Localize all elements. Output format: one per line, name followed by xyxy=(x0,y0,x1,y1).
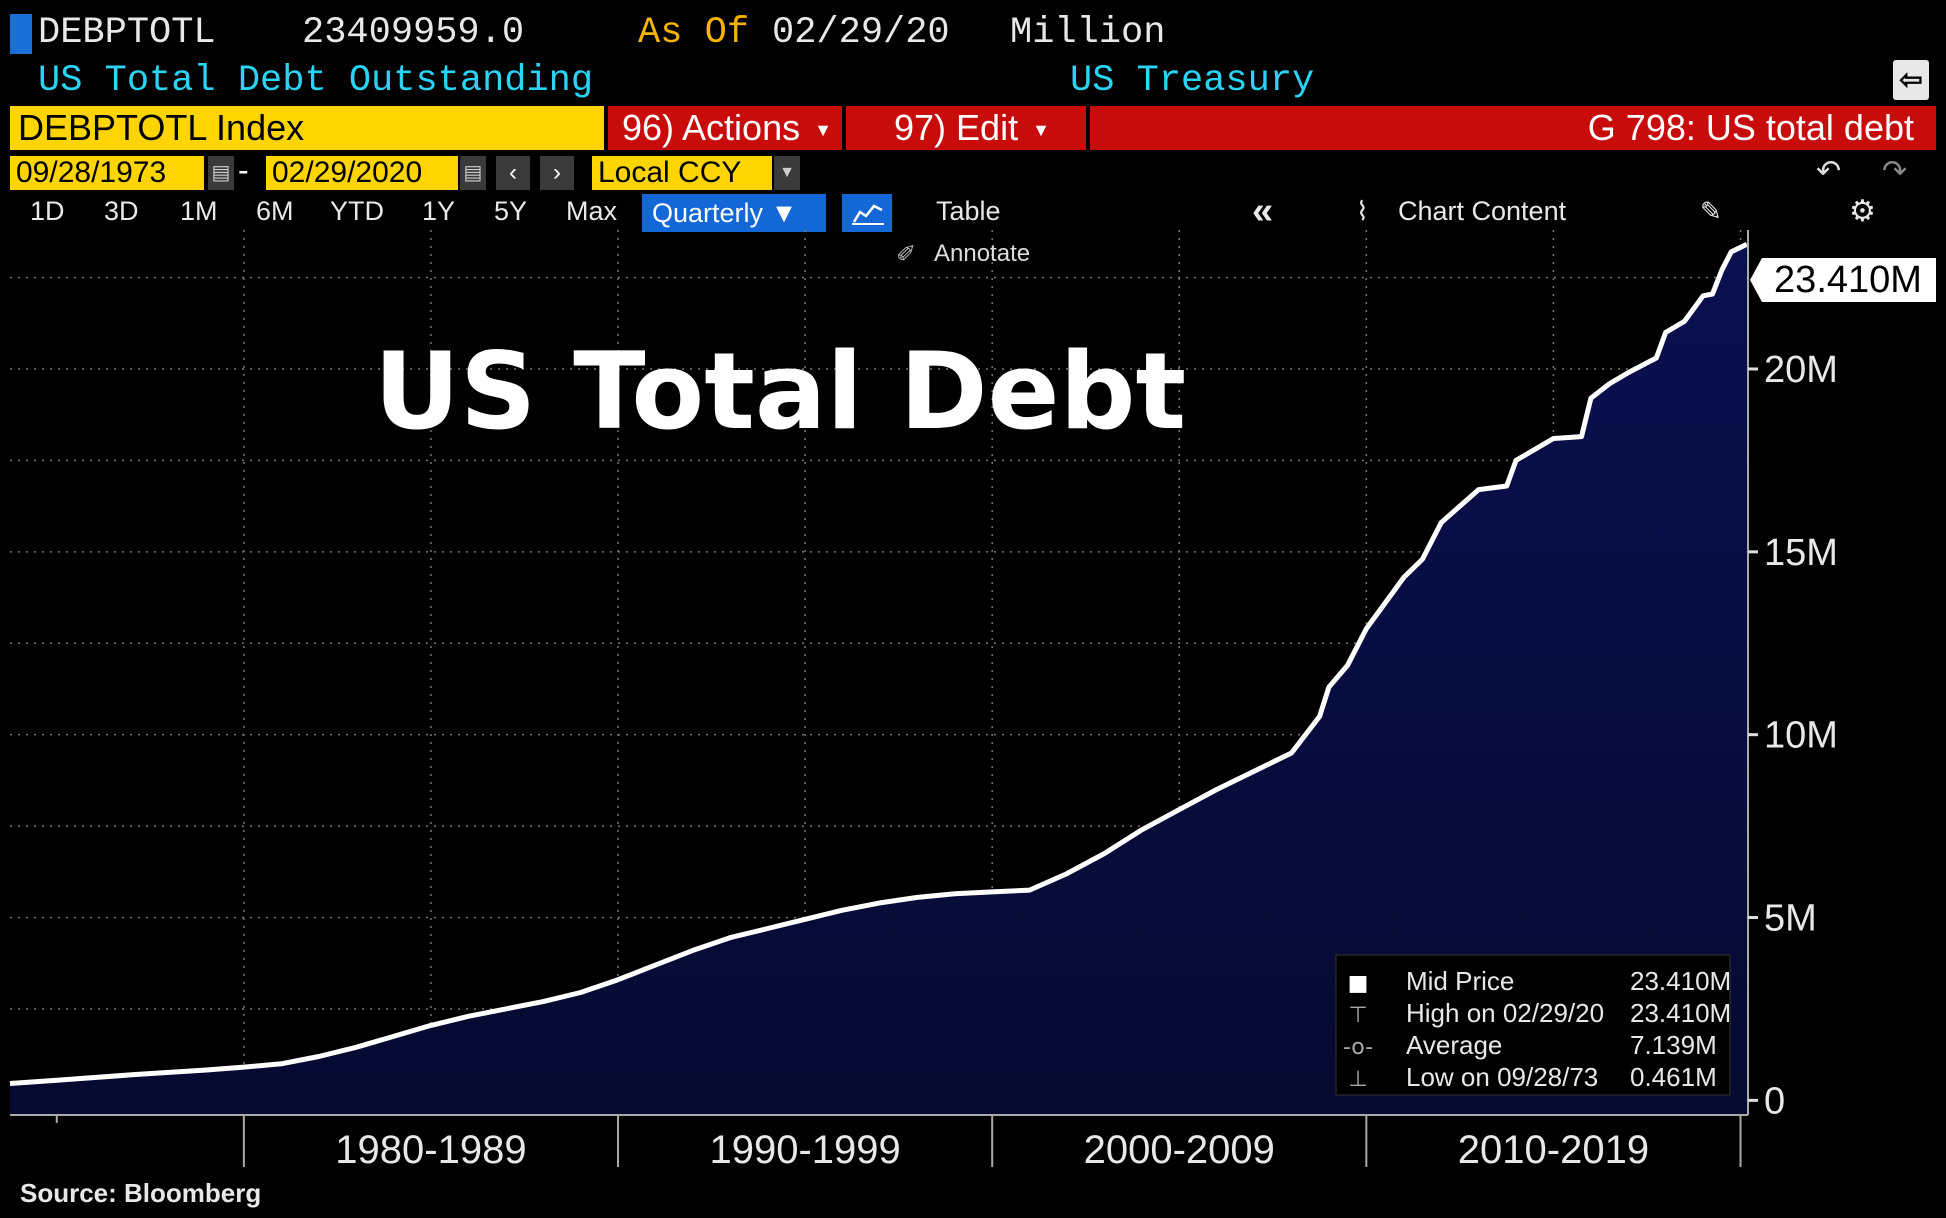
x-tick-label: 1980-1989 xyxy=(335,1128,526,1172)
range-button-6m[interactable]: 6M xyxy=(256,196,294,226)
y-tick-label: 10M xyxy=(1764,715,1838,757)
start-date-input[interactable]: 09/28/1973 xyxy=(10,156,204,190)
as-of-date: 02/29/20 xyxy=(772,12,950,54)
caret-down-icon: ▼ xyxy=(814,120,832,141)
undo-icon[interactable]: ↶ xyxy=(1816,155,1842,188)
gear-icon[interactable]: ⚙ xyxy=(1849,195,1876,228)
chart-title-bar: G 798: US total debt xyxy=(1090,106,1936,150)
annotate-button[interactable]: Annotate xyxy=(934,240,1031,267)
legend-marker-icon: -o- xyxy=(1343,1035,1373,1060)
legend-label: Mid Price xyxy=(1406,966,1514,996)
security-input[interactable]: DEBPTOTL Index xyxy=(10,106,604,150)
redo-icon[interactable]: ↷ xyxy=(1882,155,1908,188)
line-chart-icon xyxy=(852,204,884,225)
edit-button-label: 97) Edit xyxy=(894,107,1019,148)
y-tick-label: 20M xyxy=(1764,349,1838,391)
calendar-icon[interactable]: ▤ xyxy=(460,156,486,190)
last-price-tag: 23.410M xyxy=(1750,258,1936,302)
as-of-label: As Of xyxy=(638,12,750,54)
table-view-button[interactable]: Table xyxy=(936,196,1001,226)
area-fill xyxy=(10,244,1747,1116)
currency-select[interactable]: Local CCY xyxy=(592,156,772,190)
chevron-down-icon[interactable]: ▼ xyxy=(774,156,800,190)
legend-value: 7.139M xyxy=(1630,1030,1717,1060)
x-tick-label: 2000-2009 xyxy=(1084,1128,1275,1172)
ticker-symbol[interactable]: DEBPTOTL xyxy=(38,12,216,54)
y-axis: 0 5M 10M 15M 20M xyxy=(1747,230,1838,1122)
edit-chart-icon[interactable]: ✎ xyxy=(1700,196,1722,226)
chevron-left-icon[interactable]: ‹ xyxy=(496,156,530,190)
chart-content-button[interactable]: Chart Content xyxy=(1398,196,1567,226)
chart-legend: ■ Mid Price 23.410M ⊤ High on 02/29/20 23.410… xyxy=(1335,954,1731,1096)
range-button-3d[interactable]: 3D xyxy=(104,196,139,226)
y-tick-label: 5M xyxy=(1764,898,1817,940)
overlay-title: US Total Debt xyxy=(374,330,1186,453)
legend-label: High on 02/29/20 xyxy=(1406,998,1604,1028)
data-source-name: US Treasury xyxy=(1070,60,1315,102)
y-tick-label: 15M xyxy=(1764,532,1838,574)
end-date-input[interactable]: 02/29/2020 xyxy=(266,156,458,190)
chart-content-icon[interactable]: ⌇ xyxy=(1356,196,1369,226)
debt-chart[interactable]: 0 5M 10M 15M 20M 1980-1989 1990-1999 2000-2009… xyxy=(0,230,1946,1175)
security-name: US Total Debt Outstanding xyxy=(38,60,594,102)
line-chart-button[interactable] xyxy=(842,194,892,232)
source-footnote: Source: Bloomberg xyxy=(20,1178,262,1208)
range-button-1d[interactable]: 1D xyxy=(30,196,65,226)
caret-down-icon: ▼ xyxy=(1032,120,1050,141)
actions-menu-button[interactable]: 96) Actions ▼ xyxy=(608,106,842,150)
range-button-1y[interactable]: 1Y xyxy=(422,196,456,226)
annotate-icon[interactable]: ✐ xyxy=(896,241,917,268)
legend-marker-icon: ⊥ xyxy=(1348,1067,1367,1092)
legend-value: 0.461M xyxy=(1630,1062,1717,1092)
ticker-marker xyxy=(10,14,32,54)
range-button-max[interactable]: Max xyxy=(566,196,618,226)
range-button-5y[interactable]: 5Y xyxy=(494,196,528,226)
x-tick-label: 1990-1999 xyxy=(709,1128,900,1172)
date-separator: - xyxy=(238,152,249,188)
area-series xyxy=(9,242,1748,1116)
range-button-ytd[interactable]: YTD xyxy=(330,196,384,226)
legend-label: Average xyxy=(1406,1030,1502,1060)
x-tick-label: 2010-2019 xyxy=(1458,1128,1649,1172)
legend-value: 23.410M xyxy=(1630,966,1731,996)
square-icon: ■ xyxy=(1348,971,1369,996)
actions-button-label: 96) Actions xyxy=(622,107,801,148)
calendar-icon[interactable]: ▤ xyxy=(208,156,234,190)
edit-menu-button[interactable]: 97) Edit ▼ xyxy=(846,106,1086,150)
legend-value: 23.410M xyxy=(1630,998,1731,1028)
frequency-label: Quarterly xyxy=(652,198,764,228)
caret-down-icon: ▼ xyxy=(770,198,798,228)
y-tick-label: 0 xyxy=(1764,1080,1785,1122)
double-chevron-left-icon[interactable]: « xyxy=(1252,190,1274,232)
frequency-dropdown[interactable]: Quarterly ▼ xyxy=(642,194,826,232)
last-value: 23409959.0 xyxy=(302,12,525,54)
chevron-right-icon[interactable]: › xyxy=(540,156,574,190)
legend-marker-icon: ⊤ xyxy=(1348,1003,1367,1028)
last-price-value: 23.410M xyxy=(1774,259,1922,301)
units-label: Million xyxy=(1010,12,1166,54)
legend-label: Low on 09/28/73 xyxy=(1406,1062,1598,1092)
x-axis: 1980-1989 1990-1999 2000-2009 2010-2019 xyxy=(10,1114,1748,1172)
series-line xyxy=(9,242,1748,1086)
export-icon[interactable]: ⇦ xyxy=(1893,60,1929,100)
range-button-1m[interactable]: 1M xyxy=(180,196,218,226)
